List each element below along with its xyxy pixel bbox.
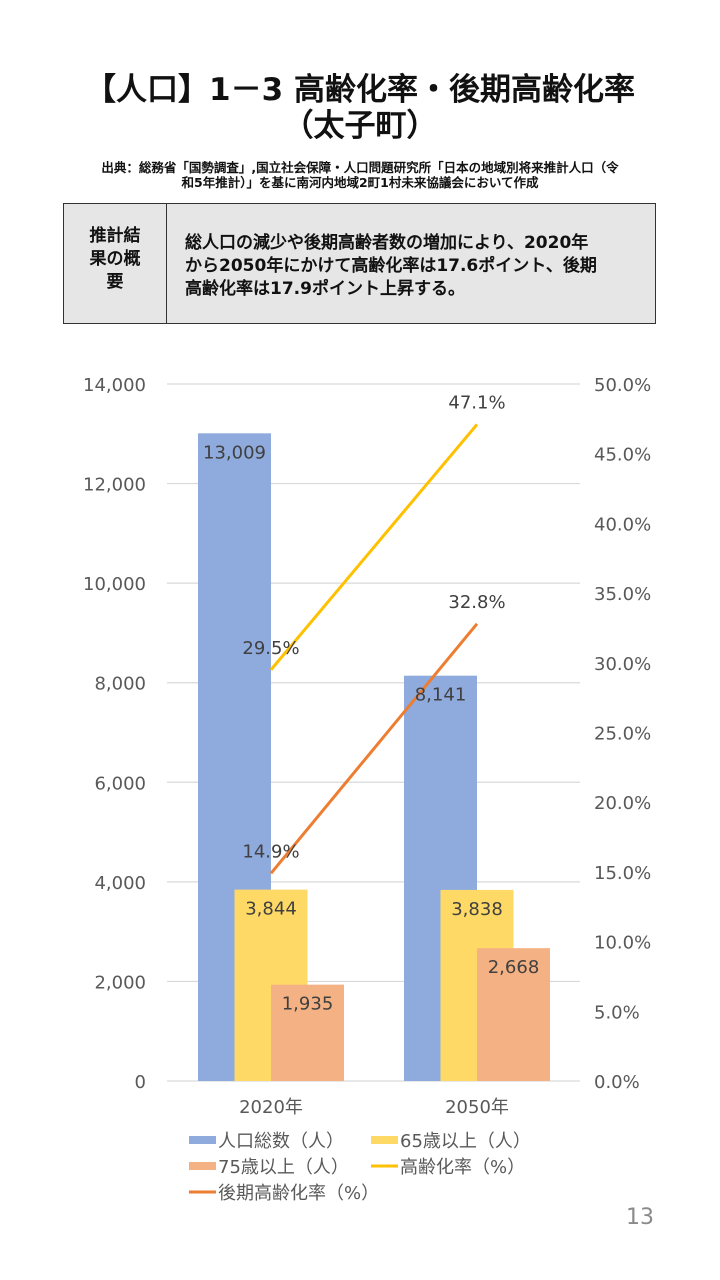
x-category-label: 2050年 xyxy=(445,1097,509,1118)
legend-aging-rate: 高齢化率（%） xyxy=(371,1157,525,1178)
line-value-label: 14.9% xyxy=(242,841,299,862)
data-labels: 13,009 8,141 3,844 3,838 1,935 2,668 29.5% 47.1… xyxy=(203,392,539,1014)
title-line-1: 【人口】1－3 高齢化率・後期高齢化率 xyxy=(85,72,635,108)
left-tick-label: 0 xyxy=(135,1072,146,1093)
summary-label: 推計結 果の概 要 xyxy=(64,204,167,323)
line-value-label: 32.8% xyxy=(448,592,505,613)
left-tick-label: 6,000 xyxy=(94,773,146,794)
x-category-label: 2020年 xyxy=(239,1097,303,1118)
line-late-aging-rate xyxy=(269,622,479,875)
legend-label: 75歳以上（人） xyxy=(218,1157,349,1178)
summary-text-line: 総人口の減少や後期高齢者数の増加により、2020年 xyxy=(185,233,589,253)
left-tick-label: 10,000 xyxy=(83,574,146,595)
legend-age-75-plus: 75歳以上（人） xyxy=(189,1157,349,1178)
legend-label: 高齢化率（%） xyxy=(400,1157,525,1178)
bar-age-75-plus xyxy=(271,984,344,1081)
legend-swatch-icon xyxy=(189,1162,216,1170)
left-tick-label: 8,000 xyxy=(94,674,146,695)
left-tick-label: 14,000 xyxy=(83,375,146,396)
right-tick-label: 40.0% xyxy=(594,514,651,535)
source-line-1: 出典：総務省「国勢調査」,国立社会保障・人口問題研究所「日本の地域別将来推計人口… xyxy=(101,160,619,175)
legend-total-population: 人口総数（人） xyxy=(189,1131,344,1152)
bar-value-label: 3,844 xyxy=(245,899,297,920)
left-axis: 0 2,000 4,000 6,000 8,000 10,000 12,000 14,000 xyxy=(83,375,146,1093)
right-tick-label: 15.0% xyxy=(594,863,651,884)
legend-swatch-icon xyxy=(371,1136,398,1144)
left-tick-label: 4,000 xyxy=(94,873,146,894)
source-note: 出典：総務省「国勢調査」,国立社会保障・人口問題研究所「日本の地域別将来推計人口… xyxy=(60,160,660,190)
summary-label-line: 要 xyxy=(106,272,124,292)
bar-value-label: 13,009 xyxy=(203,442,266,463)
line-series xyxy=(269,423,479,875)
legend-swatch-icon xyxy=(189,1136,216,1144)
right-tick-label: 20.0% xyxy=(594,793,651,814)
right-tick-label: 25.0% xyxy=(594,724,651,745)
bar-series xyxy=(198,433,550,1081)
title-line-2: （太子町） xyxy=(282,108,438,144)
right-tick-label: 10.0% xyxy=(594,933,651,954)
summary-label-line: 推計結 xyxy=(89,226,141,246)
left-tick-label: 2,000 xyxy=(94,972,146,993)
bar-value-label: 1,935 xyxy=(282,994,334,1015)
legend-label: 人口総数（人） xyxy=(218,1131,344,1152)
x-axis: 2020年 2050年 xyxy=(239,1097,509,1118)
bar-value-label: 2,668 xyxy=(488,957,540,978)
right-tick-label: 45.0% xyxy=(594,445,651,466)
summary-text-line: から2050年にかけて高齢化率は17.6ポイント、後期 xyxy=(185,256,597,276)
page-number: 13 xyxy=(626,1205,654,1230)
legend: 人口総数（人） 65歳以上（人） 75歳以上（人） 高齢化率（%） 後期高齢化率（%） xyxy=(189,1131,531,1204)
source-line-2: 和5年推計）」を基に南河内地域2町1村未来協議会において作成 xyxy=(181,175,539,190)
line-aging-rate xyxy=(269,423,479,671)
right-tick-label: 5.0% xyxy=(594,1002,640,1023)
summary-text-line: 高齢化率は17.9ポイント上昇する。 xyxy=(185,279,465,299)
right-tick-label: 50.0% xyxy=(594,375,651,396)
summary-text: 総人口の減少や後期高齢者数の増加により、2020年 から2050年にかけて高齢化… xyxy=(167,204,655,323)
left-tick-label: 12,000 xyxy=(83,475,146,496)
legend-label: 後期高齢化率（%） xyxy=(218,1183,379,1204)
summary-label-line: 果の概 xyxy=(89,249,141,269)
right-tick-label: 35.0% xyxy=(594,584,651,605)
legend-age-65-plus: 65歳以上（人） xyxy=(371,1131,531,1152)
bar-age-75-plus xyxy=(477,948,550,1081)
legend-label: 65歳以上（人） xyxy=(400,1131,531,1152)
line-value-label: 29.5% xyxy=(242,638,299,659)
page-title: 【人口】1－3 高齢化率・後期高齢化率 （太子町） xyxy=(0,72,720,144)
line-value-label: 47.1% xyxy=(448,392,505,413)
legend-late-aging-rate: 後期高齢化率（%） xyxy=(189,1183,379,1204)
summary-box: 推計結 果の概 要 総人口の減少や後期高齢者数の増加により、2020年 から20… xyxy=(63,203,656,324)
bar-value-label: 3,838 xyxy=(451,899,503,920)
right-axis: 0.0% 5.0% 10.0% 15.0% 20.0% 25.0% 30.0% 35.0% 40… xyxy=(594,375,651,1093)
right-tick-label: 0.0% xyxy=(594,1072,640,1093)
bar-value-label: 8,141 xyxy=(415,685,467,706)
right-tick-label: 30.0% xyxy=(594,654,651,675)
